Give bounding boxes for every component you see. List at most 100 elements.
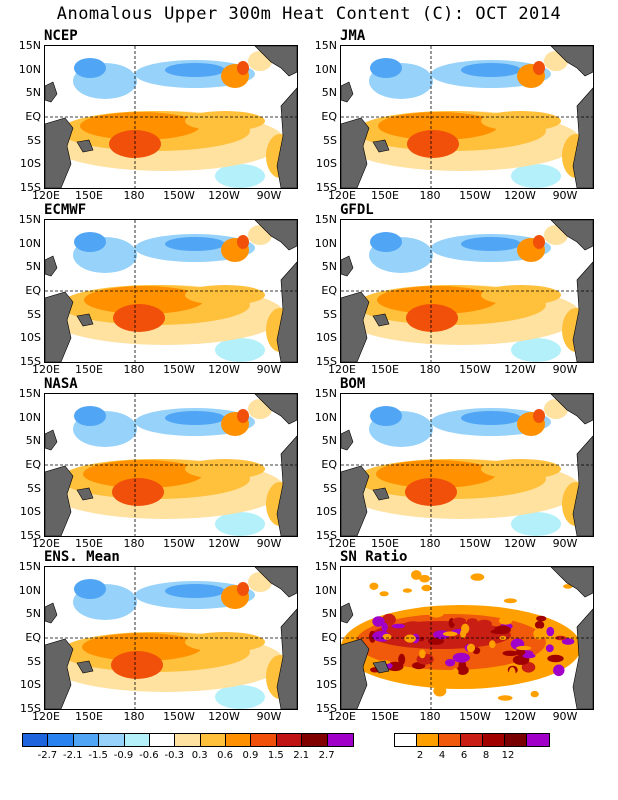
land-mass	[572, 87, 593, 188]
longitude-tick-label: 150W	[459, 710, 491, 723]
land-mass	[572, 261, 593, 362]
colorbar-tick-label: -0.6	[139, 750, 159, 761]
cool-anomaly	[511, 338, 561, 362]
map-panel	[340, 219, 594, 363]
latitude-tick-label: 15S	[20, 355, 41, 368]
map-canvas	[341, 46, 593, 188]
colorbar-tick-label: -0.9	[113, 750, 134, 761]
longitude-tick-label: 150W	[163, 537, 195, 550]
land-mass	[76, 313, 94, 327]
cool-anomaly	[215, 164, 265, 188]
colorbar-tick-label: 0.6	[217, 750, 234, 761]
colorbar-swatch	[73, 734, 100, 746]
snr-cell	[476, 619, 492, 628]
longitude-tick-label: 180	[419, 537, 441, 550]
colorbar-swatch	[439, 734, 461, 746]
colorbar-swatch	[175, 734, 201, 746]
latitude-tick-label: 15S	[316, 702, 337, 715]
colorbar-swatch	[527, 734, 549, 746]
colorbar-swatch	[124, 734, 150, 746]
warm-anomaly	[112, 478, 164, 506]
longitude-tick-label: 180	[123, 189, 145, 202]
snr-cell	[382, 613, 396, 626]
land-mass	[372, 487, 390, 501]
cool-anomaly	[74, 579, 106, 599]
land-mass	[341, 638, 370, 709]
cool-anomaly	[511, 512, 561, 536]
land-mass	[550, 394, 593, 425]
latitude-tick-label: EQ	[321, 110, 337, 123]
longitude-tick-label: 150W	[459, 537, 491, 550]
latitude-tick-label: EQ	[25, 458, 41, 471]
longitude-tick-label: 150E	[371, 363, 399, 376]
longitude-tick-label: 150E	[75, 189, 103, 202]
colorbar-tick-label: 0.3	[191, 750, 208, 761]
colorbar-swatch	[417, 734, 439, 746]
latitude-tick-label: 10N	[18, 583, 41, 597]
longitude-tick-label: 180	[123, 537, 145, 550]
warm-anomaly	[237, 235, 249, 249]
longitude-tick-label: 150E	[75, 537, 103, 550]
snr-cell	[433, 685, 447, 697]
colorbar-swatch	[327, 734, 353, 746]
land-mass	[45, 429, 58, 451]
latitude-tick-label: 10N	[18, 236, 41, 250]
longitude-tick-label: 120E	[328, 710, 356, 723]
map-panel	[44, 566, 298, 710]
longitude-tick-label: 150W	[459, 189, 491, 202]
latitude-tick-label: 10S	[316, 157, 337, 171]
land-mass	[254, 46, 297, 77]
land-mass	[254, 394, 297, 425]
colorbar-tick-label: -2.7	[37, 750, 58, 761]
latitude-tick-label: 15N	[314, 213, 337, 226]
longitude-tick-label: 120W	[208, 189, 240, 202]
colorbar-tick-label: 2	[416, 750, 424, 761]
land-mass	[45, 117, 74, 188]
snr-cell	[533, 628, 545, 640]
warm-anomaly	[111, 651, 163, 679]
longitude-tick-label: 90W	[256, 537, 282, 550]
warm-anomaly	[533, 61, 545, 75]
map-panel	[44, 219, 298, 363]
panel-label: GFDL	[340, 202, 374, 218]
snr-cell	[404, 670, 414, 680]
cool-anomaly	[165, 584, 225, 598]
latitude-tick-label: 5N	[25, 607, 41, 621]
panel-label: JMA	[340, 28, 366, 44]
snr-cell	[534, 621, 545, 629]
land-mass	[276, 261, 297, 362]
snr-cell	[561, 638, 575, 645]
latitude-tick-label: 10N	[18, 62, 41, 76]
map-canvas	[45, 220, 297, 362]
snr-cell	[498, 616, 513, 625]
cool-anomaly	[74, 406, 106, 426]
warm-anomaly	[481, 459, 561, 479]
snr-cell	[402, 588, 412, 593]
land-mass	[45, 291, 74, 362]
longitude-tick-label: 150E	[75, 710, 103, 723]
longitude-tick-label: 90W	[256, 189, 282, 202]
longitude-tick-label: 180	[419, 363, 441, 376]
panel-label: BOM	[340, 376, 366, 392]
snr-cell	[442, 631, 458, 637]
land-mass	[254, 567, 297, 598]
longitude-tick-label: 90W	[256, 710, 282, 723]
colorbar-tick-label: 12	[501, 750, 515, 761]
cool-anomaly	[215, 338, 265, 362]
snr-cell	[391, 623, 405, 629]
land-mass	[572, 608, 593, 709]
latitude-tick-label: 5S	[323, 481, 337, 495]
longitude-tick-label: 150E	[371, 189, 399, 202]
snr-cell	[536, 615, 547, 622]
land-mass	[341, 291, 370, 362]
snr-cell	[372, 616, 385, 627]
latitude-tick-label: 5S	[323, 307, 337, 321]
land-mass	[550, 220, 593, 251]
snr-cell	[404, 621, 422, 628]
land-mass	[341, 465, 370, 536]
panel-label: ECMWF	[44, 202, 87, 218]
cool-anomaly	[215, 512, 265, 536]
colorbar-swatch	[23, 734, 49, 746]
colorbar-swatch	[483, 734, 505, 746]
latitude-tick-label: 5N	[321, 86, 337, 100]
